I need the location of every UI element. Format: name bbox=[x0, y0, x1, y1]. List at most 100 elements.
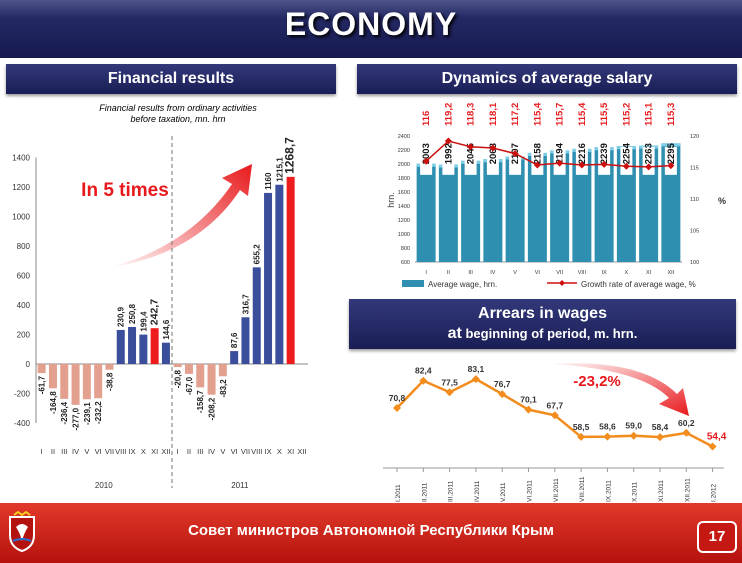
header-band bbox=[0, 0, 742, 58]
crimea-emblem-icon bbox=[9, 511, 35, 553]
financial-results-header: Financial results bbox=[6, 64, 336, 94]
wage-value-label: 2158 bbox=[532, 143, 543, 164]
growth-value-label: 115,2 bbox=[621, 103, 632, 126]
y-tick-label: 2000 bbox=[398, 162, 410, 168]
x-tick-label: XI bbox=[646, 270, 652, 276]
bar bbox=[82, 364, 91, 400]
growth-value-label: 115,1 bbox=[644, 102, 655, 126]
bar bbox=[94, 364, 103, 399]
x-tick-label: VII bbox=[556, 270, 563, 276]
y2-tick-label: 110 bbox=[690, 197, 699, 203]
x-tick-label: XI bbox=[287, 447, 294, 456]
arrears-chart: -23,2% 70,8 I.2011 82,4 II.2011 77,5 III.2011 8… bbox=[383, 363, 727, 502]
bar-value-label: -20,8 bbox=[174, 370, 183, 389]
arrears-value-label: 77,5 bbox=[441, 377, 458, 387]
wage-value-label: 2194 bbox=[555, 142, 566, 164]
x-tick-label: VIII.2011 bbox=[579, 476, 586, 502]
growth-line bbox=[425, 140, 671, 168]
decline-annotation: -23,2% bbox=[573, 373, 621, 390]
y-tick-label: 1600 bbox=[398, 190, 410, 196]
bar-value-label: 316,7 bbox=[241, 294, 250, 315]
y-tick-label: 1400 bbox=[398, 204, 410, 210]
y-tick-label: -200 bbox=[14, 390, 31, 399]
arrears-value-label: 54,4 bbox=[707, 432, 727, 443]
growth-marker bbox=[489, 144, 497, 152]
growth-marker bbox=[511, 150, 519, 158]
wage-bar bbox=[416, 163, 436, 262]
y2-axis-label: % bbox=[718, 196, 726, 206]
y-tick-label: 600 bbox=[401, 260, 410, 266]
growth-value-label: 115,4 bbox=[532, 102, 543, 126]
wage-value-label: 2003 bbox=[421, 143, 432, 164]
y-tick-label: 800 bbox=[17, 242, 31, 251]
bar-value-label: -61,7 bbox=[38, 376, 47, 395]
y-tick-label: 600 bbox=[17, 272, 31, 281]
bar bbox=[116, 329, 125, 364]
x-tick-label: X.2011 bbox=[632, 481, 639, 502]
wage-value-label: 2068 bbox=[488, 143, 499, 164]
growth-value-label: 119,2 bbox=[443, 103, 454, 126]
arrears-value-label: 60,2 bbox=[678, 418, 695, 428]
legend-wage-swatch bbox=[402, 280, 424, 287]
y2-tick-label: 115 bbox=[690, 166, 699, 172]
growth-marker bbox=[467, 143, 475, 151]
wage-bar bbox=[616, 146, 636, 262]
arrears-marker bbox=[550, 411, 559, 420]
wage-bar bbox=[438, 164, 458, 262]
growth-marker bbox=[556, 159, 564, 167]
growth-value-label: 115,5 bbox=[599, 102, 610, 126]
growth-marker bbox=[645, 163, 653, 171]
wage-bar bbox=[483, 159, 503, 262]
x-tick-label: III bbox=[61, 447, 67, 456]
bar bbox=[275, 184, 284, 364]
bar bbox=[37, 364, 46, 374]
wage-value-label: 2254 bbox=[621, 142, 632, 164]
page-number: 17 bbox=[697, 521, 737, 553]
arrears-marker bbox=[629, 431, 638, 440]
x-tick-label: IV bbox=[490, 270, 496, 276]
growth-value-label: 116 bbox=[421, 111, 432, 126]
bar-value-label: -236,4 bbox=[60, 401, 69, 424]
wage-value-label: 2263 bbox=[644, 143, 655, 164]
bar bbox=[173, 364, 182, 368]
wage-bar bbox=[505, 156, 525, 262]
arrears-value-label: 76,7 bbox=[494, 379, 511, 389]
wage-label-bg bbox=[464, 146, 477, 175]
x-tick-label: II.2011 bbox=[421, 482, 428, 502]
arrears-value-label: 58,5 bbox=[573, 422, 590, 432]
footer-text: Совет министров Автономной Республики Кр… bbox=[188, 522, 554, 539]
growth-marker bbox=[600, 160, 608, 168]
x-tick-label: I.2012 bbox=[711, 484, 718, 502]
x-tick-label: IV bbox=[72, 447, 79, 456]
y-tick-label: 1000 bbox=[12, 213, 30, 222]
x-tick-label: II bbox=[447, 270, 451, 276]
bar bbox=[71, 364, 80, 405]
wage-value-label: 2045 bbox=[466, 142, 477, 164]
x-tick-label: IV.2011 bbox=[474, 480, 481, 502]
arrears-marker bbox=[393, 404, 401, 412]
footer-band bbox=[0, 503, 742, 563]
arrears-marker bbox=[471, 375, 480, 384]
y-tick-label: 1000 bbox=[398, 232, 410, 238]
bar-value-label: 144,6 bbox=[162, 319, 171, 340]
chart-subtitle-line2: before taxation, mn. hrn bbox=[130, 114, 225, 124]
growth-marker bbox=[422, 157, 430, 165]
x-tick-label: III bbox=[197, 447, 203, 456]
wage-value-label: 2295 bbox=[666, 142, 677, 164]
wage-label-bg bbox=[620, 146, 633, 175]
x-tick-label: X bbox=[277, 447, 282, 456]
x-tick-label: V bbox=[84, 447, 89, 456]
x-tick-label: XI bbox=[151, 447, 158, 456]
arrears-subtitle: at beginning of period, m. hrn. bbox=[349, 325, 736, 343]
wage-bar bbox=[594, 147, 614, 262]
bar-value-label: 1215,1 bbox=[275, 157, 284, 182]
bar-value-label: -83,2 bbox=[219, 379, 228, 398]
y-tick-label: 1800 bbox=[398, 176, 410, 182]
y-tick-label: 200 bbox=[17, 331, 31, 340]
bar-value-label: -67,0 bbox=[185, 376, 194, 395]
bar bbox=[48, 364, 57, 389]
x-tick-label: VII.2011 bbox=[553, 478, 560, 502]
average-salary-chart: 2400 2200 2000 1800 1600 1400 1200 1000 800 600 12… bbox=[386, 102, 726, 289]
growth-value-label: 115,3 bbox=[666, 103, 677, 126]
x-tick-label: VI bbox=[535, 270, 541, 276]
